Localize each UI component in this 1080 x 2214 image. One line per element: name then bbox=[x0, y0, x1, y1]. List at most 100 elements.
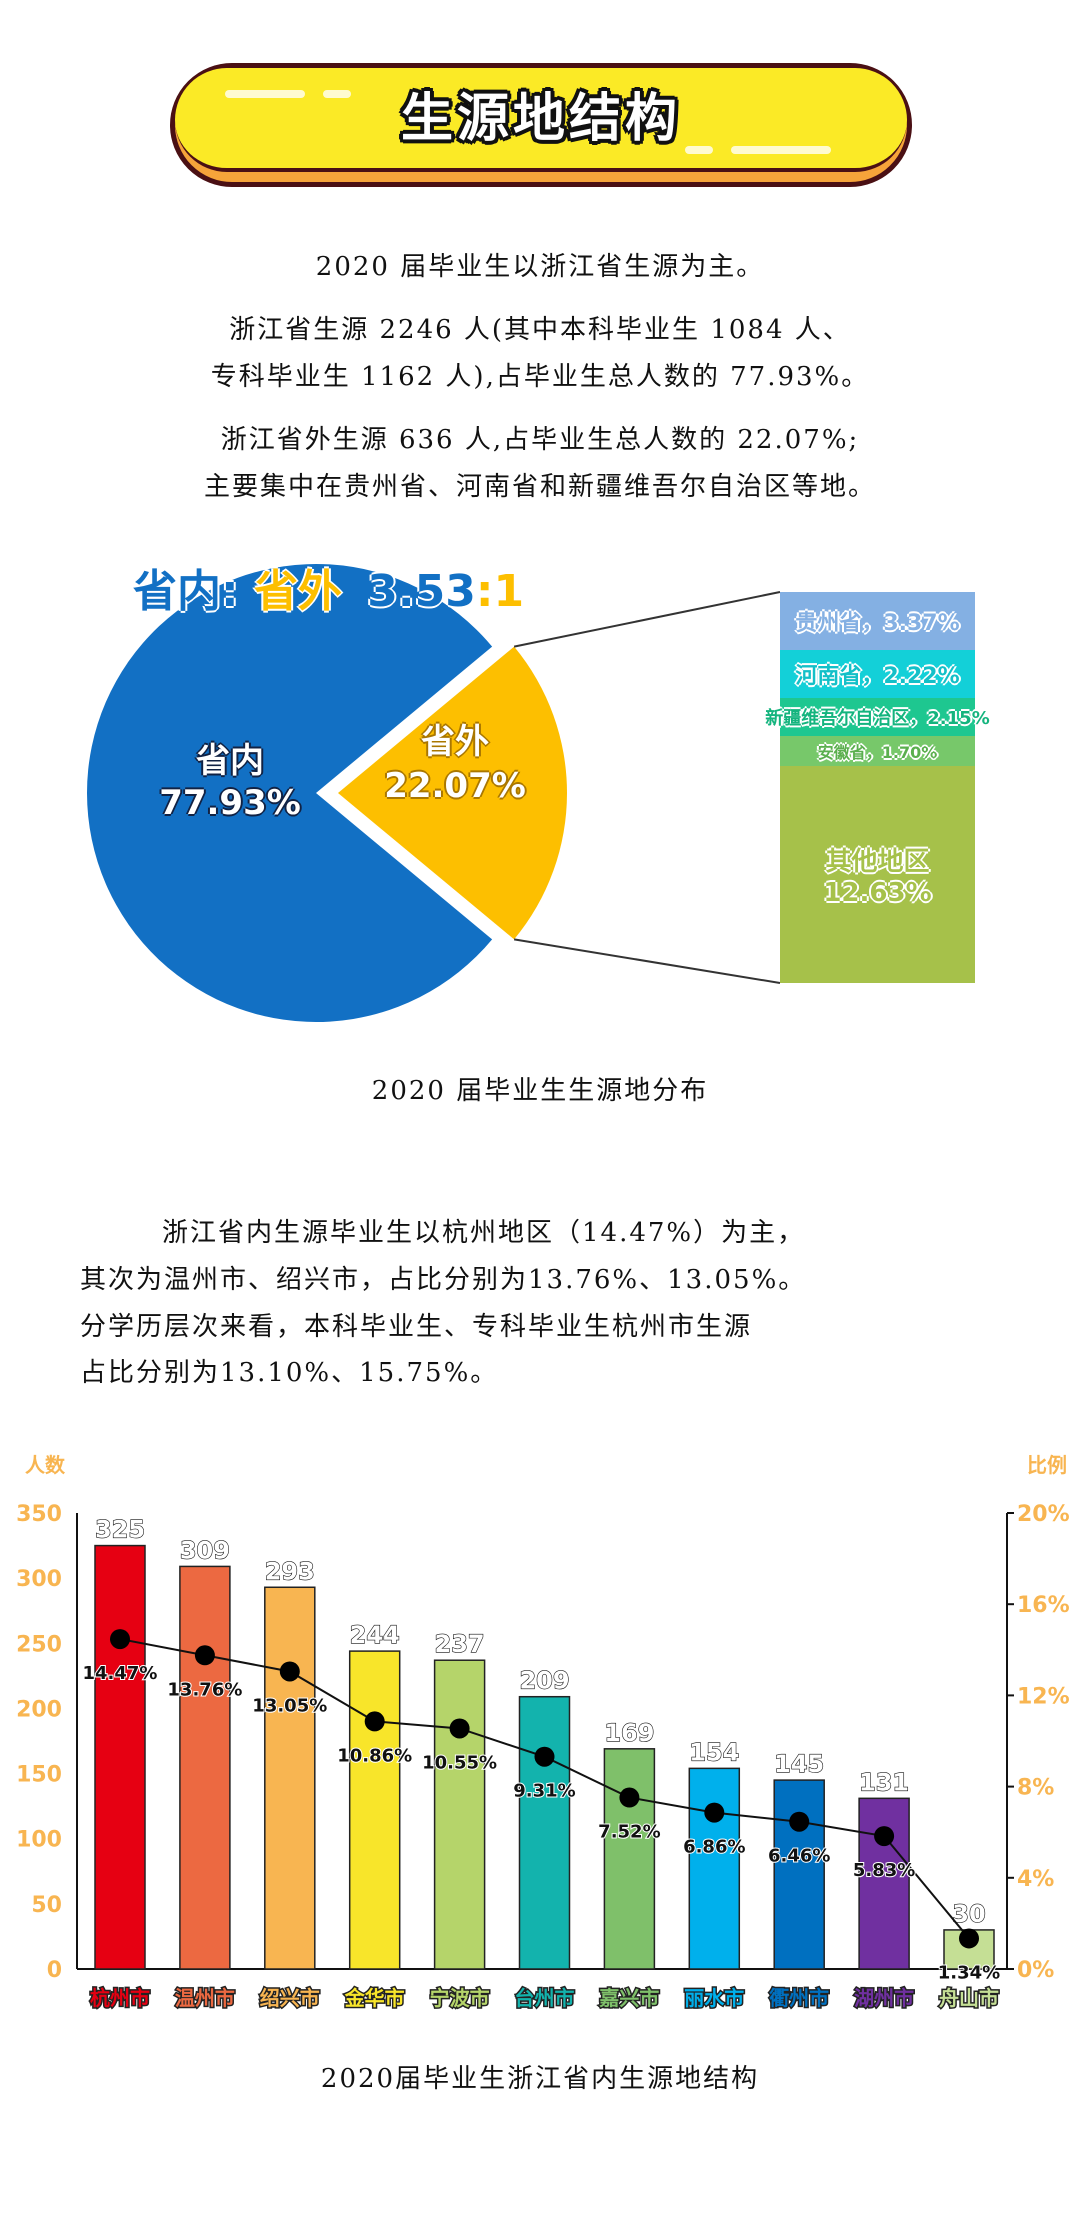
percent-label: 13.76% bbox=[167, 1679, 242, 1700]
banner-gloss bbox=[225, 90, 305, 98]
x-tick-label: 绍兴市 bbox=[260, 1986, 320, 2010]
y2-tick-label: 4% bbox=[1017, 1867, 1054, 1892]
bar-value-label: 237 bbox=[435, 1630, 485, 1658]
pie-label-inside-value: 77.93% bbox=[159, 783, 301, 823]
body-line: 浙江省内生源毕业生以杭州地区（14.47%）为主， bbox=[162, 1218, 806, 1248]
percent-point bbox=[704, 1802, 725, 1823]
segment-label: 贵州省，3.37% bbox=[795, 611, 960, 636]
x-tick-label: 温州市 bbox=[175, 1986, 235, 2010]
y-tick-label: 300 bbox=[16, 1567, 62, 1592]
y-tick-label: 350 bbox=[16, 1502, 62, 1527]
bar-value-label: 209 bbox=[519, 1667, 569, 1695]
percent-point bbox=[789, 1811, 810, 1832]
percent-point bbox=[874, 1826, 895, 1847]
bar bbox=[264, 1586, 316, 1970]
page-title: 生源地结构 bbox=[400, 89, 681, 149]
bar bbox=[518, 1695, 571, 1970]
x-tick-label: 衢州市 bbox=[769, 1986, 829, 2010]
bar-value-label: 154 bbox=[689, 1738, 739, 1766]
intro-line: 2020 届毕业生以浙江省生源为主。 bbox=[315, 252, 765, 282]
y2-axis-label: 比例 bbox=[1027, 1453, 1067, 1477]
y-tick-label: 250 bbox=[16, 1632, 62, 1657]
body-line: 占比分别为13.10%、15.75%。 bbox=[80, 1358, 499, 1388]
bar-value-label: 145 bbox=[774, 1750, 824, 1778]
y2-tick-label: 12% bbox=[1017, 1684, 1070, 1709]
bar bbox=[179, 1565, 231, 1970]
connector-line bbox=[513, 938, 781, 984]
x-tick-label: 丽水市 bbox=[684, 1986, 744, 2010]
x-tick-label: 宁波市 bbox=[430, 1986, 490, 2010]
breakdown-segment-guizhou: 贵州省，3.37% bbox=[780, 592, 975, 650]
x-tick-label: 嘉兴市 bbox=[598, 1986, 659, 2010]
percent-label: 10.86% bbox=[337, 1745, 412, 1766]
y-tick-label: 100 bbox=[16, 1828, 62, 1853]
percent-label: 9.31% bbox=[513, 1781, 575, 1802]
banner-gloss bbox=[685, 146, 713, 154]
ratio-colon: : bbox=[475, 566, 494, 617]
y-tick-label: 150 bbox=[16, 1763, 62, 1788]
y-tick-label: 200 bbox=[16, 1697, 62, 1722]
ratio-value-b: 1 bbox=[493, 566, 525, 617]
percent-point bbox=[534, 1746, 555, 1767]
bar bbox=[773, 1779, 825, 1970]
percent-label: 13.05% bbox=[252, 1695, 327, 1716]
bar-value-label: 309 bbox=[180, 1536, 230, 1564]
percent-point bbox=[279, 1661, 300, 1682]
intro-line: 专科毕业生 1162 人),占毕业生总人数的 77.93%。 bbox=[210, 362, 870, 392]
breakdown-segment-other: 其他地区 12.63% bbox=[780, 766, 975, 983]
connector-line bbox=[513, 591, 781, 648]
percent-point bbox=[619, 1787, 640, 1808]
percent-label: 1.34% bbox=[938, 1962, 1000, 1983]
percent-label: 7.52% bbox=[598, 1822, 660, 1843]
breakdown-segment-anhui: 安徽省，1.70% bbox=[780, 736, 975, 766]
percent-point bbox=[449, 1718, 470, 1739]
ratio-title: 省内: 省外 3.53:1 bbox=[133, 555, 524, 619]
breakdown-segment-henan: 河南省，2.22% bbox=[780, 650, 975, 698]
y-tick-label: 0 bbox=[47, 1958, 62, 1983]
bar bbox=[94, 1544, 146, 1970]
segment-label: 12.63% bbox=[823, 878, 932, 908]
pie-slice-outside bbox=[338, 646, 568, 940]
bar-chart: 人数 比例 0 50 100 150 200 250 300 350 0% 4% 8% 12% 16% 20%… bbox=[16, 1453, 1070, 2012]
bar bbox=[858, 1797, 910, 1970]
x-tick-label: 金华市 bbox=[344, 1986, 405, 2010]
percent-point bbox=[364, 1711, 385, 1732]
y2-tick-label: 16% bbox=[1017, 1593, 1070, 1618]
bar bbox=[433, 1659, 486, 1970]
percent-point bbox=[110, 1629, 130, 1650]
segment-label: 安徽省，1.70% bbox=[817, 743, 938, 762]
pie-label-inside: 省内 77.93% bbox=[140, 740, 320, 824]
pie-label-inside-name: 省内 bbox=[196, 741, 264, 781]
segment-label: 河南省，2.22% bbox=[795, 664, 960, 689]
intro-line: 浙江省生源 2246 人(其中本科毕业生 1084 人、 bbox=[229, 315, 851, 345]
pie-slice-inside bbox=[87, 564, 493, 1022]
ratio-inside: 省内 bbox=[133, 566, 221, 617]
bar-value-label: 169 bbox=[604, 1719, 654, 1747]
section-banner: 生源地结构 bbox=[170, 63, 912, 187]
body-line: 其次为温州市、绍兴市，占比分别为13.76%、13.05%。 bbox=[80, 1265, 807, 1295]
y-axis-label: 人数 bbox=[25, 1453, 66, 1477]
percent-label: 6.46% bbox=[768, 1846, 830, 1867]
intro-line: 主要集中在贵州省、河南省和新疆维吾尔自治区等地。 bbox=[203, 472, 876, 502]
banner-gloss bbox=[731, 146, 831, 154]
bar bbox=[603, 1748, 656, 1970]
x-tick-label: 台州市 bbox=[515, 1986, 575, 2010]
pie-chart bbox=[87, 564, 781, 1022]
banner-gloss bbox=[323, 90, 351, 98]
intro-line: 浙江省外生源 636 人,占毕业生总人数的 22.07%; bbox=[220, 425, 860, 455]
bar-value-label: 131 bbox=[859, 1768, 909, 1796]
y2-tick-label: 20% bbox=[1017, 1502, 1070, 1527]
pie-label-outside-name: 省外 bbox=[421, 722, 489, 762]
y-tick-label: 50 bbox=[31, 1893, 62, 1918]
percent-point bbox=[959, 1928, 979, 1949]
bar-value-label: 325 bbox=[95, 1516, 145, 1544]
percent-point bbox=[194, 1645, 215, 1666]
bar bbox=[348, 1650, 401, 1970]
pie-label-outside: 省外 22.07% bbox=[365, 720, 545, 808]
percent-label: 10.55% bbox=[422, 1752, 497, 1773]
x-tick-label: 舟山市 bbox=[939, 1986, 999, 2010]
ratio-outside: 省外 bbox=[253, 566, 342, 617]
bar-value-label: 293 bbox=[265, 1557, 315, 1585]
ratio-sep: : bbox=[221, 566, 239, 617]
ratio-value-a: 3.53 bbox=[367, 566, 476, 617]
